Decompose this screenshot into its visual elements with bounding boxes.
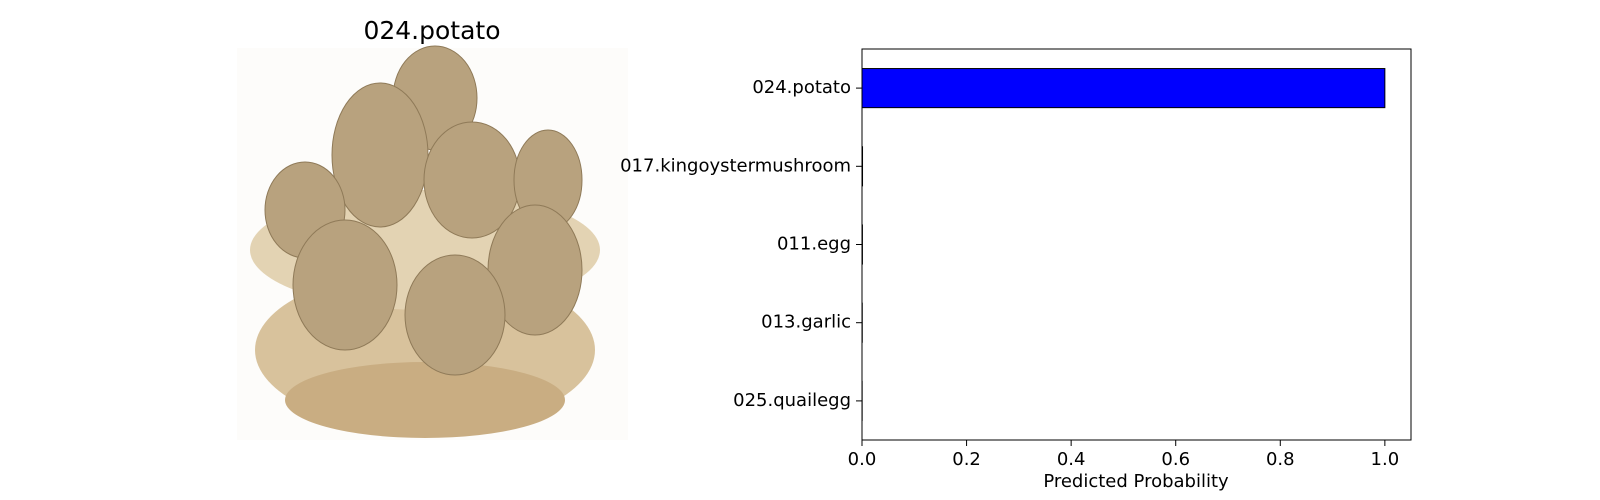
- x-tick-label: 0.6: [1161, 449, 1190, 470]
- y-tick-label: 025.quailegg: [733, 390, 851, 411]
- x-tick-label: 0.8: [1266, 449, 1295, 470]
- bar: [861, 68, 1386, 109]
- x-tick-label: 0.4: [1057, 449, 1086, 470]
- image-title: 024.potato: [363, 16, 500, 45]
- potato-image: [237, 45, 628, 440]
- y-tick-label: 024.potato: [752, 77, 851, 98]
- x-tick-label: 1.0: [1371, 449, 1400, 470]
- x-tick-label: 0.0: [848, 449, 877, 470]
- y-tick-label: 017.kingoystermushroom: [620, 155, 851, 176]
- y-tick-label: 011.egg: [777, 234, 851, 255]
- y-tick-label: 013.garlic: [761, 312, 851, 333]
- x-axis-label: Predicted Probability: [1043, 471, 1229, 492]
- bar: [861, 146, 864, 187]
- x-tick-label: 0.2: [952, 449, 981, 470]
